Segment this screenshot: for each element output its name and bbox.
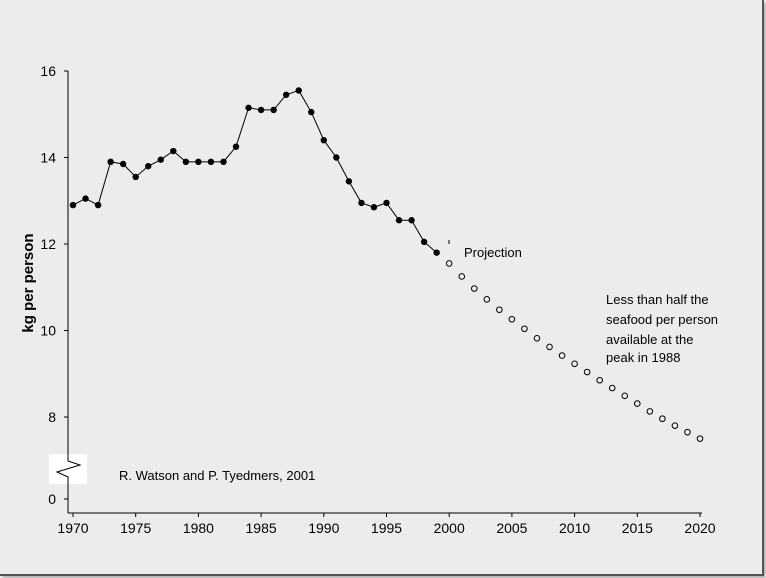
- note-line-4: peak in 1988: [606, 350, 680, 365]
- historical-point: [383, 199, 390, 207]
- projection-label: Projection: [464, 245, 522, 260]
- x-tick-label: 2020: [684, 520, 715, 536]
- historical-point: [433, 249, 440, 256]
- projection-point: [659, 415, 666, 423]
- projection-point: [483, 296, 491, 303]
- y-tick-label: 12: [40, 236, 56, 252]
- historical-point: [170, 147, 177, 155]
- projection-point: [445, 260, 453, 267]
- historical-point: [132, 173, 139, 181]
- x-tick-label: 2015: [622, 520, 653, 536]
- projection-point: [558, 352, 566, 359]
- historical-point: [333, 154, 340, 161]
- projection-point: [634, 400, 641, 407]
- historical-point: [245, 104, 252, 111]
- historical-point: [308, 108, 315, 116]
- axis-break-zigzag: [55, 454, 82, 484]
- x-tick-label: 1975: [120, 520, 151, 536]
- y-axis-label: kg per person: [20, 233, 37, 332]
- historical-point: [232, 143, 240, 150]
- projection-point: [496, 306, 503, 314]
- historical-series-line: [72, 89, 437, 254]
- historical-point: [320, 137, 327, 144]
- y-tick-label: 16: [40, 63, 56, 79]
- historical-point: [257, 106, 265, 114]
- historical-point: [420, 238, 428, 246]
- projection-point: [646, 408, 654, 415]
- projection-point: [608, 384, 616, 392]
- x-tick-label: 1985: [246, 520, 277, 536]
- historical-point: [69, 201, 77, 209]
- projection-point: [696, 435, 704, 442]
- historical-point: [270, 106, 277, 114]
- historical-point: [370, 204, 378, 211]
- x-tick-label: 2010: [559, 520, 590, 536]
- x-ticks: 1970 1975 1980 1985 1990 1995 2000 2005 2010 2015…: [57, 513, 716, 536]
- historical-point: [82, 195, 89, 202]
- y-tick-label: 8: [48, 409, 56, 425]
- x-tick-label: 2005: [496, 520, 527, 536]
- y-tick-label: 0: [48, 491, 56, 507]
- projection-point: [671, 422, 679, 429]
- projection-point: [583, 368, 591, 376]
- historical-point: [119, 160, 127, 168]
- series-marks: [69, 87, 704, 442]
- historical-point: [145, 162, 152, 170]
- historical-point: [207, 158, 215, 166]
- projection-point: [621, 392, 629, 400]
- historical-point: [107, 158, 114, 166]
- projection-point: [508, 315, 516, 323]
- x-tick-label: 2000: [434, 520, 465, 536]
- historical-point: [220, 158, 227, 166]
- historical-point: [157, 156, 164, 163]
- historical-point: [195, 158, 202, 166]
- y-tick-label: 14: [40, 150, 56, 166]
- historical-point: [408, 217, 415, 224]
- y-tick-label: 10: [40, 323, 56, 339]
- note-line-1: Less than half the: [606, 292, 709, 307]
- projection-point: [596, 376, 603, 384]
- historical-point: [395, 217, 403, 224]
- x-tick-label: 1995: [371, 520, 402, 536]
- credit-label: R. Watson and P. Tyedmers, 2001: [119, 468, 315, 483]
- projection-point: [684, 428, 691, 436]
- historical-point: [345, 178, 353, 185]
- x-tick-label: 1990: [308, 520, 339, 536]
- y-ticks: 0 8 10 12 14 16: [40, 63, 68, 507]
- note-line-2: seafood per person: [606, 312, 718, 327]
- historical-point: [182, 158, 190, 166]
- x-tick-label: 1980: [183, 520, 214, 536]
- projection-point: [470, 285, 478, 292]
- historical-point: [358, 199, 365, 207]
- historical-point: [282, 91, 290, 98]
- x-tick-label: 1970: [57, 520, 88, 536]
- projection-point: [521, 325, 528, 333]
- projection-point: [546, 343, 553, 351]
- projection-point: [571, 360, 578, 368]
- projection-point: [458, 273, 466, 280]
- historical-point: [295, 87, 302, 94]
- note-line-3: available at the: [606, 332, 693, 347]
- historical-point: [94, 201, 102, 209]
- projection-point: [533, 334, 541, 342]
